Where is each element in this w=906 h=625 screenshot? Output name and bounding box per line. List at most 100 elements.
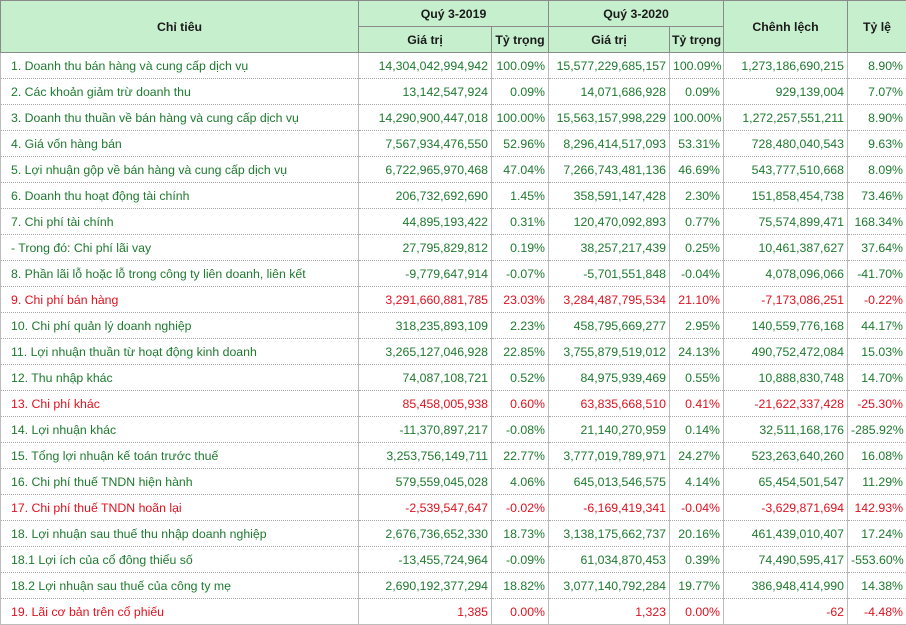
- row-label-cell[interactable]: 1. Doanh thu bán hàng và cung cấp dịch v…: [0, 52, 359, 79]
- value-2020-cell[interactable]: 3,138,175,662,737: [548, 520, 670, 547]
- weight-2020-cell[interactable]: 0.14%: [669, 416, 724, 443]
- difference-cell[interactable]: 151,858,454,738: [723, 182, 848, 209]
- weight-2019-cell[interactable]: 18.82%: [491, 572, 549, 599]
- weight-2020-cell[interactable]: 24.13%: [669, 338, 724, 365]
- value-2019-cell[interactable]: -2,539,547,647: [358, 494, 492, 521]
- table-row[interactable]: - Trong đó: Chi phí lãi vay 27,795,829,81…: [0, 234, 906, 261]
- weight-2019-cell[interactable]: 0.60%: [491, 390, 549, 417]
- value-2020-cell[interactable]: 61,034,870,453: [548, 546, 670, 573]
- header-ty-le[interactable]: Tỷ lệ: [847, 0, 906, 53]
- difference-cell[interactable]: 490,752,472,084: [723, 338, 848, 365]
- weight-2019-cell[interactable]: 4.06%: [491, 468, 549, 495]
- row-label-cell[interactable]: 3. Doanh thu thuần về bán hàng và cung c…: [0, 104, 359, 131]
- difference-cell[interactable]: 74,490,595,417: [723, 546, 848, 573]
- difference-cell[interactable]: 32,511,168,176: [723, 416, 848, 443]
- difference-cell[interactable]: 140,559,776,168: [723, 312, 848, 339]
- weight-2020-cell[interactable]: -0.04%: [669, 260, 724, 287]
- rate-cell[interactable]: 17.24%: [847, 520, 906, 547]
- value-2019-cell[interactable]: -13,455,724,964: [358, 546, 492, 573]
- row-label-cell[interactable]: 13. Chi phí khác: [0, 390, 359, 417]
- value-2019-cell[interactable]: 206,732,692,690: [358, 182, 492, 209]
- value-2019-cell[interactable]: 2,676,736,652,330: [358, 520, 492, 547]
- value-2019-cell[interactable]: 85,458,005,938: [358, 390, 492, 417]
- weight-2020-cell[interactable]: 19.77%: [669, 572, 724, 599]
- rate-cell[interactable]: 14.70%: [847, 364, 906, 391]
- rate-cell[interactable]: -25.30%: [847, 390, 906, 417]
- weight-2020-cell[interactable]: 21.10%: [669, 286, 724, 313]
- rate-cell[interactable]: 142.93%: [847, 494, 906, 521]
- rate-cell[interactable]: -285.92%: [847, 416, 906, 443]
- rate-cell[interactable]: 8.09%: [847, 156, 906, 183]
- difference-cell[interactable]: 10,888,830,748: [723, 364, 848, 391]
- value-2020-cell[interactable]: 63,835,668,510: [548, 390, 670, 417]
- weight-2020-cell[interactable]: 4.14%: [669, 468, 724, 495]
- weight-2019-cell[interactable]: 100.00%: [491, 104, 549, 131]
- value-2020-cell[interactable]: 8,296,414,517,093: [548, 130, 670, 157]
- weight-2019-cell[interactable]: 52.96%: [491, 130, 549, 157]
- value-2020-cell[interactable]: 21,140,270,959: [548, 416, 670, 443]
- header-chenh-lech[interactable]: Chênh lệch: [723, 0, 848, 53]
- weight-2019-cell[interactable]: -0.07%: [491, 260, 549, 287]
- value-2020-cell[interactable]: 3,077,140,792,284: [548, 572, 670, 599]
- difference-cell[interactable]: 1,272,257,551,211: [723, 104, 848, 131]
- value-2020-cell[interactable]: -5,701,551,848: [548, 260, 670, 287]
- difference-cell[interactable]: -62: [723, 598, 848, 625]
- difference-cell[interactable]: 4,078,096,066: [723, 260, 848, 287]
- weight-2019-cell[interactable]: 1.45%: [491, 182, 549, 209]
- weight-2019-cell[interactable]: 47.04%: [491, 156, 549, 183]
- rate-cell[interactable]: 11.29%: [847, 468, 906, 495]
- header-chi-tieu[interactable]: Chỉ tiêu: [0, 0, 359, 53]
- value-2020-cell[interactable]: 7,266,743,481,136: [548, 156, 670, 183]
- row-label-cell[interactable]: 16. Chi phí thuế TNDN hiện hành: [0, 468, 359, 495]
- difference-cell[interactable]: 461,439,010,407: [723, 520, 848, 547]
- difference-cell[interactable]: 543,777,510,668: [723, 156, 848, 183]
- rate-cell[interactable]: 44.17%: [847, 312, 906, 339]
- value-2020-cell[interactable]: 120,470,092,893: [548, 208, 670, 235]
- row-label-cell[interactable]: 2. Các khoản giảm trừ doanh thu: [0, 78, 359, 105]
- weight-2020-cell[interactable]: 20.16%: [669, 520, 724, 547]
- table-row[interactable]: 6. Doanh thu hoạt động tài chính 206,732,…: [0, 182, 906, 209]
- weight-2020-cell[interactable]: 0.77%: [669, 208, 724, 235]
- weight-2020-cell[interactable]: 0.39%: [669, 546, 724, 573]
- value-2019-cell[interactable]: 3,265,127,046,928: [358, 338, 492, 365]
- row-label-cell[interactable]: - Trong đó: Chi phí lãi vay: [0, 234, 359, 261]
- value-2019-cell[interactable]: 44,895,193,422: [358, 208, 492, 235]
- weight-2019-cell[interactable]: 0.19%: [491, 234, 549, 261]
- weight-2020-cell[interactable]: 24.27%: [669, 442, 724, 469]
- weight-2019-cell[interactable]: 2.23%: [491, 312, 549, 339]
- rate-cell[interactable]: -41.70%: [847, 260, 906, 287]
- value-2020-cell[interactable]: 645,013,546,575: [548, 468, 670, 495]
- header-ty-trong-2020[interactable]: Tỷ trọng: [669, 26, 724, 53]
- difference-cell[interactable]: 1,273,186,690,215: [723, 52, 848, 79]
- value-2019-cell[interactable]: 27,795,829,812: [358, 234, 492, 261]
- row-label-cell[interactable]: 4. Giá vốn hàng bán: [0, 130, 359, 157]
- rate-cell[interactable]: 14.38%: [847, 572, 906, 599]
- value-2019-cell[interactable]: 13,142,547,924: [358, 78, 492, 105]
- rate-cell[interactable]: -4.48%: [847, 598, 906, 625]
- value-2019-cell[interactable]: 6,722,965,970,468: [358, 156, 492, 183]
- value-2020-cell[interactable]: 358,591,147,428: [548, 182, 670, 209]
- header-gia-tri-2020[interactable]: Giá trị: [548, 26, 670, 53]
- weight-2020-cell[interactable]: 0.25%: [669, 234, 724, 261]
- rate-cell[interactable]: 16.08%: [847, 442, 906, 469]
- rate-cell[interactable]: 9.63%: [847, 130, 906, 157]
- table-row[interactable]: 16. Chi phí thuế TNDN hiện hành 579,559,0…: [0, 468, 906, 495]
- value-2020-cell[interactable]: 14,071,686,928: [548, 78, 670, 105]
- value-2020-cell[interactable]: 458,795,669,277: [548, 312, 670, 339]
- value-2020-cell[interactable]: 15,563,157,998,229: [548, 104, 670, 131]
- rate-cell[interactable]: 8.90%: [847, 104, 906, 131]
- row-label-cell[interactable]: 15. Tổng lợi nhuận kế toán trước thuế: [0, 442, 359, 469]
- weight-2019-cell[interactable]: 0.31%: [491, 208, 549, 235]
- value-2019-cell[interactable]: 1,385: [358, 598, 492, 625]
- table-row[interactable]: 18.1 Lợi ích của cổ đông thiểu số -13,455…: [0, 546, 906, 573]
- value-2019-cell[interactable]: 74,087,108,721: [358, 364, 492, 391]
- header-ty-trong-2019[interactable]: Tỷ trọng: [491, 26, 549, 53]
- weight-2019-cell[interactable]: -0.08%: [491, 416, 549, 443]
- row-label-cell[interactable]: 12. Thu nhập khác: [0, 364, 359, 391]
- table-row[interactable]: 12. Thu nhập khác 74,087,108,721 0.52% 84,9…: [0, 364, 906, 391]
- table-row[interactable]: 15. Tổng lợi nhuận kế toán trước thuế 3,2…: [0, 442, 906, 469]
- weight-2020-cell[interactable]: -0.04%: [669, 494, 724, 521]
- table-row[interactable]: 17. Chi phí thuế TNDN hoãn lại -2,539,547…: [0, 494, 906, 521]
- table-row[interactable]: 11. Lợi nhuận thuần từ hoạt động kinh do…: [0, 338, 906, 365]
- value-2019-cell[interactable]: 3,253,756,149,711: [358, 442, 492, 469]
